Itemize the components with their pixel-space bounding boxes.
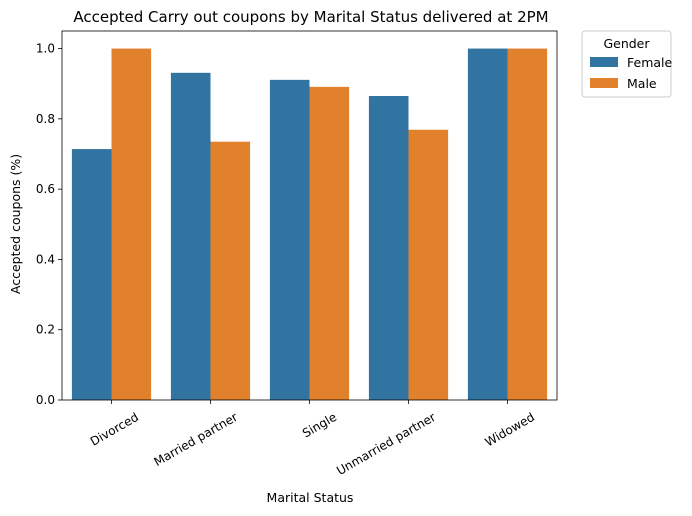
legend: Gender Female Male	[581, 30, 673, 98]
bar-female-widowed	[467, 48, 508, 400]
x-axis-label: Marital Status	[267, 490, 354, 505]
legend-label-male: Male	[627, 76, 657, 91]
bar-male-single	[309, 86, 350, 401]
y-tick-label: 0.8	[36, 112, 55, 126]
legend-swatch-male	[590, 78, 618, 88]
bar-female-single	[269, 79, 310, 400]
y-axis-label: Accepted coupons (%)	[8, 154, 23, 294]
bar-female-unmarried-partner	[368, 96, 409, 400]
bar-male-married-partner	[210, 141, 251, 400]
y-tick-label: 0.6	[36, 182, 55, 196]
x-tick-label: Single	[300, 410, 339, 441]
legend-swatch-female	[590, 57, 618, 67]
bar-male-widowed	[507, 48, 548, 400]
bars-layer	[71, 48, 548, 401]
y-tick-label: 1.0	[36, 42, 55, 56]
x-tick-label: Widowed	[483, 410, 537, 449]
y-tick-label: 0.2	[36, 323, 55, 337]
y-tick-label: 0.4	[36, 252, 55, 266]
y-tick-label: 0.0	[36, 393, 55, 407]
legend-title: Gender	[603, 36, 650, 51]
x-tick-label: Divorced	[88, 410, 141, 449]
x-tick-label: Married partner	[152, 410, 241, 469]
bar-male-unmarried-partner	[408, 129, 449, 400]
bar-male-divorced	[111, 48, 152, 400]
legend-label-female: Female	[627, 55, 673, 70]
bar-female-married-partner	[170, 72, 211, 400]
x-tick-label: Unmarried partner	[334, 410, 438, 478]
bar-female-divorced	[71, 149, 112, 400]
chart-title: Accepted Carry out coupons by Marital St…	[73, 8, 548, 26]
